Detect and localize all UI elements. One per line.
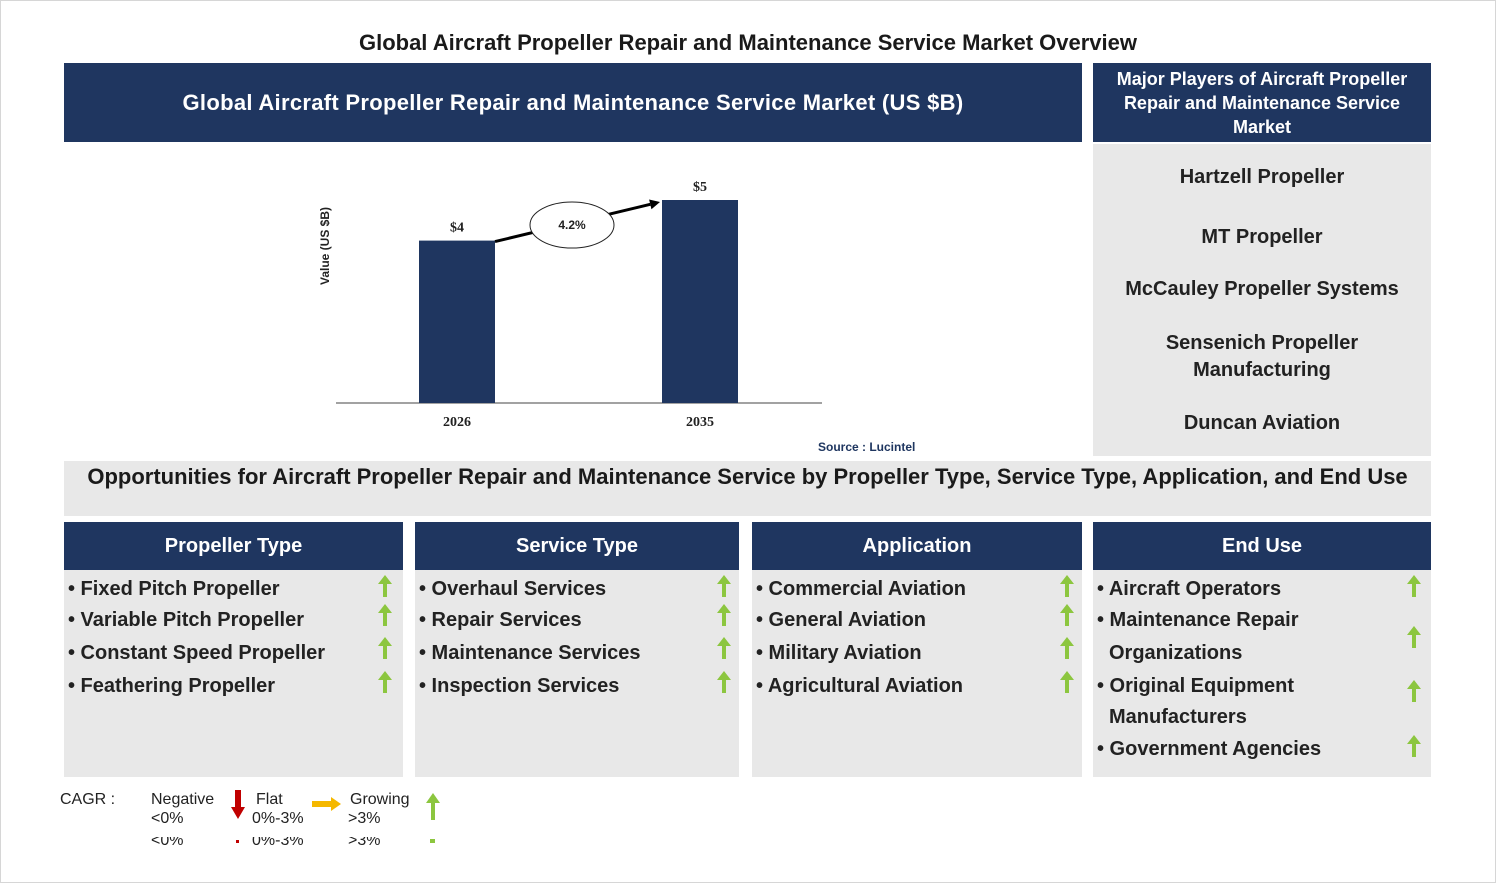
- list-item: • Maintenance Repair: [1097, 609, 1299, 631]
- list-item: • Repair Services: [419, 609, 582, 631]
- x-tick-2035: 2035: [686, 415, 714, 430]
- legend-growing-range: >3%: [348, 810, 381, 827]
- player-mccauley: McCauley Propeller Systems: [1125, 278, 1399, 300]
- legend-negative-label: Negative: [151, 791, 215, 808]
- list-item: • Constant Speed Propeller: [68, 642, 326, 664]
- growing-arrow-icon: [378, 575, 392, 597]
- growing-arrow-icon: [1060, 671, 1074, 693]
- list-item: • Military Aviation: [756, 642, 922, 664]
- negative-arrow-icon: [231, 790, 245, 819]
- opportunities-title: Opportunities for Aircraft Propeller Rep…: [64, 461, 1431, 516]
- segment-panel-service-type: • Overhaul Services • Repair Services • …: [415, 570, 739, 777]
- segment-header-service-type: Service Type: [415, 522, 739, 570]
- list-item: • Commercial Aviation: [756, 578, 967, 600]
- list-item: • Overhaul Services: [419, 578, 607, 600]
- y-axis-label: Value (US $B): [318, 207, 332, 285]
- list-item: • Agricultural Aviation: [756, 675, 964, 697]
- list-item-continued: Organizations: [1109, 642, 1243, 664]
- growing-arrow-icon: [717, 671, 731, 693]
- cagr-arrowhead: [649, 199, 660, 210]
- list-item: • Feathering Propeller: [68, 675, 276, 697]
- growing-arrow-icon: [717, 604, 731, 626]
- legend-growing-label: Growing: [350, 791, 410, 808]
- list-item: • Fixed Pitch Propeller: [68, 578, 280, 600]
- flat-arrow-icon: [312, 797, 341, 811]
- legend-flat-range: 0%-3%: [252, 810, 304, 827]
- list-item: • Aircraft Operators: [1097, 578, 1282, 600]
- segment-panel-end-use: • Aircraft Operators • Maintenance Repai…: [1093, 570, 1431, 777]
- player-duncan: Duncan Aviation: [1183, 412, 1341, 434]
- growing-arrow-icon: [717, 637, 731, 659]
- growing-arrow-icon: [717, 575, 731, 597]
- cagr-label: 4.2%: [558, 218, 586, 232]
- data-label-2035: $5: [693, 180, 707, 195]
- players-panel: Hartzell Propeller MT Propeller McCauley…: [1093, 144, 1431, 456]
- x-tick-2026: 2026: [443, 415, 471, 430]
- list-item: • Government Agencies: [1097, 738, 1322, 760]
- list-item: • Maintenance Services: [419, 642, 641, 664]
- legend-negative-range: <0%: [151, 810, 184, 827]
- segment-header-propeller-type: Propeller Type: [64, 522, 403, 570]
- growing-arrow-icon: [378, 671, 392, 693]
- segment-header-application: Application: [752, 522, 1082, 570]
- source-note: Source : Lucintel: [818, 440, 916, 454]
- market-bar-chart: Value (US $B) $4 $5 2026 2035 4.2%: [318, 180, 822, 430]
- cagr-bubble: [529, 201, 615, 249]
- growing-arrow-icon: [1407, 626, 1421, 648]
- growing-arrow-icon: [378, 604, 392, 626]
- segment-header-end-use: End Use: [1093, 522, 1431, 570]
- legend-flat-range-artifact: 0%-3%: [252, 832, 304, 849]
- legend-growing-range-artifact: >3%: [348, 832, 381, 849]
- bar-2026: [419, 240, 495, 403]
- negative-arrow-artifact: [236, 840, 239, 843]
- growing-arrow-icon: [1407, 735, 1421, 757]
- data-label-2026: $4: [450, 221, 464, 236]
- player-sensenich: Sensenich Propeller Manufacturing: [1165, 332, 1359, 381]
- growing-arrow-icon: [1407, 575, 1421, 597]
- list-item: • Original Equipment: [1097, 675, 1295, 697]
- players-header: Major Players of Aircraft Propeller Repa…: [1093, 63, 1431, 142]
- player-mt: MT Propeller: [1201, 226, 1323, 248]
- growing-arrow-artifact: [430, 839, 435, 843]
- player-hartzell: Hartzell Propeller: [1179, 166, 1345, 188]
- growing-arrow-icon: [1407, 680, 1421, 702]
- page-title: Global Aircraft Propeller Repair and Mai…: [358, 30, 1138, 55]
- chart-header: Global Aircraft Propeller Repair and Mai…: [64, 63, 1082, 142]
- growing-arrow-icon: [1060, 604, 1074, 626]
- segment-panel-application: • Commercial Aviation • General Aviation…: [752, 570, 1082, 777]
- list-item: • Variable Pitch Propeller: [68, 609, 304, 631]
- list-item-continued: Manufacturers: [1109, 706, 1247, 728]
- legend-negative-range-artifact: <0%: [151, 832, 184, 849]
- growing-arrow-icon: [378, 637, 392, 659]
- legend-cagr-label: CAGR :: [60, 791, 116, 808]
- growing-arrow-icon: [426, 793, 440, 820]
- list-item: • General Aviation: [756, 609, 927, 631]
- legend-flat-label: Flat: [256, 791, 283, 808]
- segment-panel-propeller-type: • Fixed Pitch Propeller • Variable Pitch…: [64, 570, 403, 777]
- growing-arrow-icon: [1060, 575, 1074, 597]
- list-item: • Inspection Services: [419, 675, 620, 697]
- growing-arrow-icon: [1060, 637, 1074, 659]
- bar-2035: [662, 200, 738, 403]
